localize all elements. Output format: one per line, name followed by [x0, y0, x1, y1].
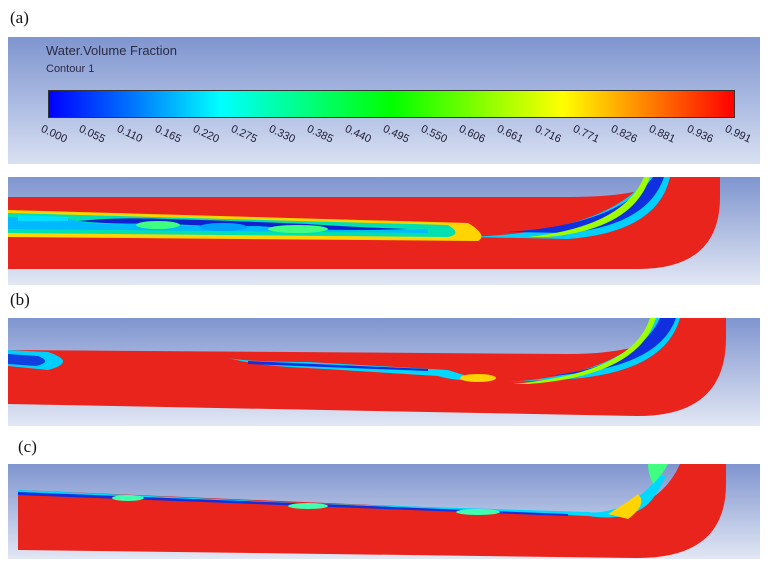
- bend-interface: [513, 318, 656, 384]
- panel-label-a: (a): [10, 8, 29, 27]
- legend-tick-label: 0.220: [190, 123, 221, 146]
- bend-interface: [648, 464, 668, 484]
- bend-interface: [528, 177, 650, 237]
- legend-colorbar: [48, 90, 735, 118]
- legend-tick-label: 0.385: [304, 123, 335, 146]
- legend-tick-label: 0.661: [494, 123, 525, 146]
- legend-tick-label: 0.330: [266, 123, 297, 146]
- legend-tick-label: 0.881: [646, 123, 677, 146]
- legend-tick-labels: 0.000 0.055 0.110 0.165 0.220 0.275 0.330 0.385…: [8, 37, 760, 164]
- legend-tick-label: 0.055: [76, 123, 107, 146]
- legend-tick-label: 0.165: [152, 123, 183, 146]
- bend-air-edge: [468, 177, 670, 239]
- legend-tick-label: 0.495: [380, 123, 411, 146]
- interface-yellow: [460, 374, 496, 382]
- legend-tick-label: 0.110: [114, 123, 145, 146]
- air-band-dark: [18, 492, 568, 516]
- bend-yellow: [608, 494, 642, 519]
- panel-label-b: (b): [10, 290, 30, 309]
- bubble-2: [199, 223, 247, 231]
- pipe-water: [18, 464, 726, 558]
- legend-panel: Water.Volume Fraction Contour 1 0.000 0.0…: [8, 37, 760, 164]
- contour-panel-b: [8, 318, 760, 426]
- bubble-3: [268, 225, 328, 233]
- panel-label-c: (c): [18, 437, 37, 456]
- bubble-3: [456, 509, 500, 515]
- legend-tick-label: 0.991: [722, 123, 753, 146]
- left-air-core: [8, 354, 46, 366]
- legend-subtitle: Contour 1: [46, 63, 95, 75]
- legend-tick-label: 0.606: [456, 123, 487, 146]
- legend-tick-label: 0.936: [684, 123, 715, 146]
- legend-tick-label: 0.716: [532, 123, 563, 146]
- mid-air-core: [248, 361, 428, 371]
- contour-panel-c: [8, 464, 760, 559]
- legend-tick-label: 0.826: [608, 123, 639, 146]
- legend-tick-label: 0.440: [342, 123, 373, 146]
- legend-tick-label: 0.275: [228, 123, 259, 146]
- bubble-1: [136, 221, 180, 229]
- bubble-1: [112, 495, 144, 501]
- bubble-2: [288, 503, 328, 509]
- legend-tick-label: 0.000: [38, 123, 69, 146]
- air-band-light: [18, 476, 666, 518]
- air-pocket: [18, 215, 68, 221]
- air-band-light: [8, 217, 428, 233]
- contour-panel-a: [8, 177, 760, 285]
- legend-tick-label: 0.771: [570, 123, 601, 146]
- legend-title: Water.Volume Fraction: [46, 43, 178, 58]
- legend-tick-label: 0.550: [418, 123, 449, 146]
